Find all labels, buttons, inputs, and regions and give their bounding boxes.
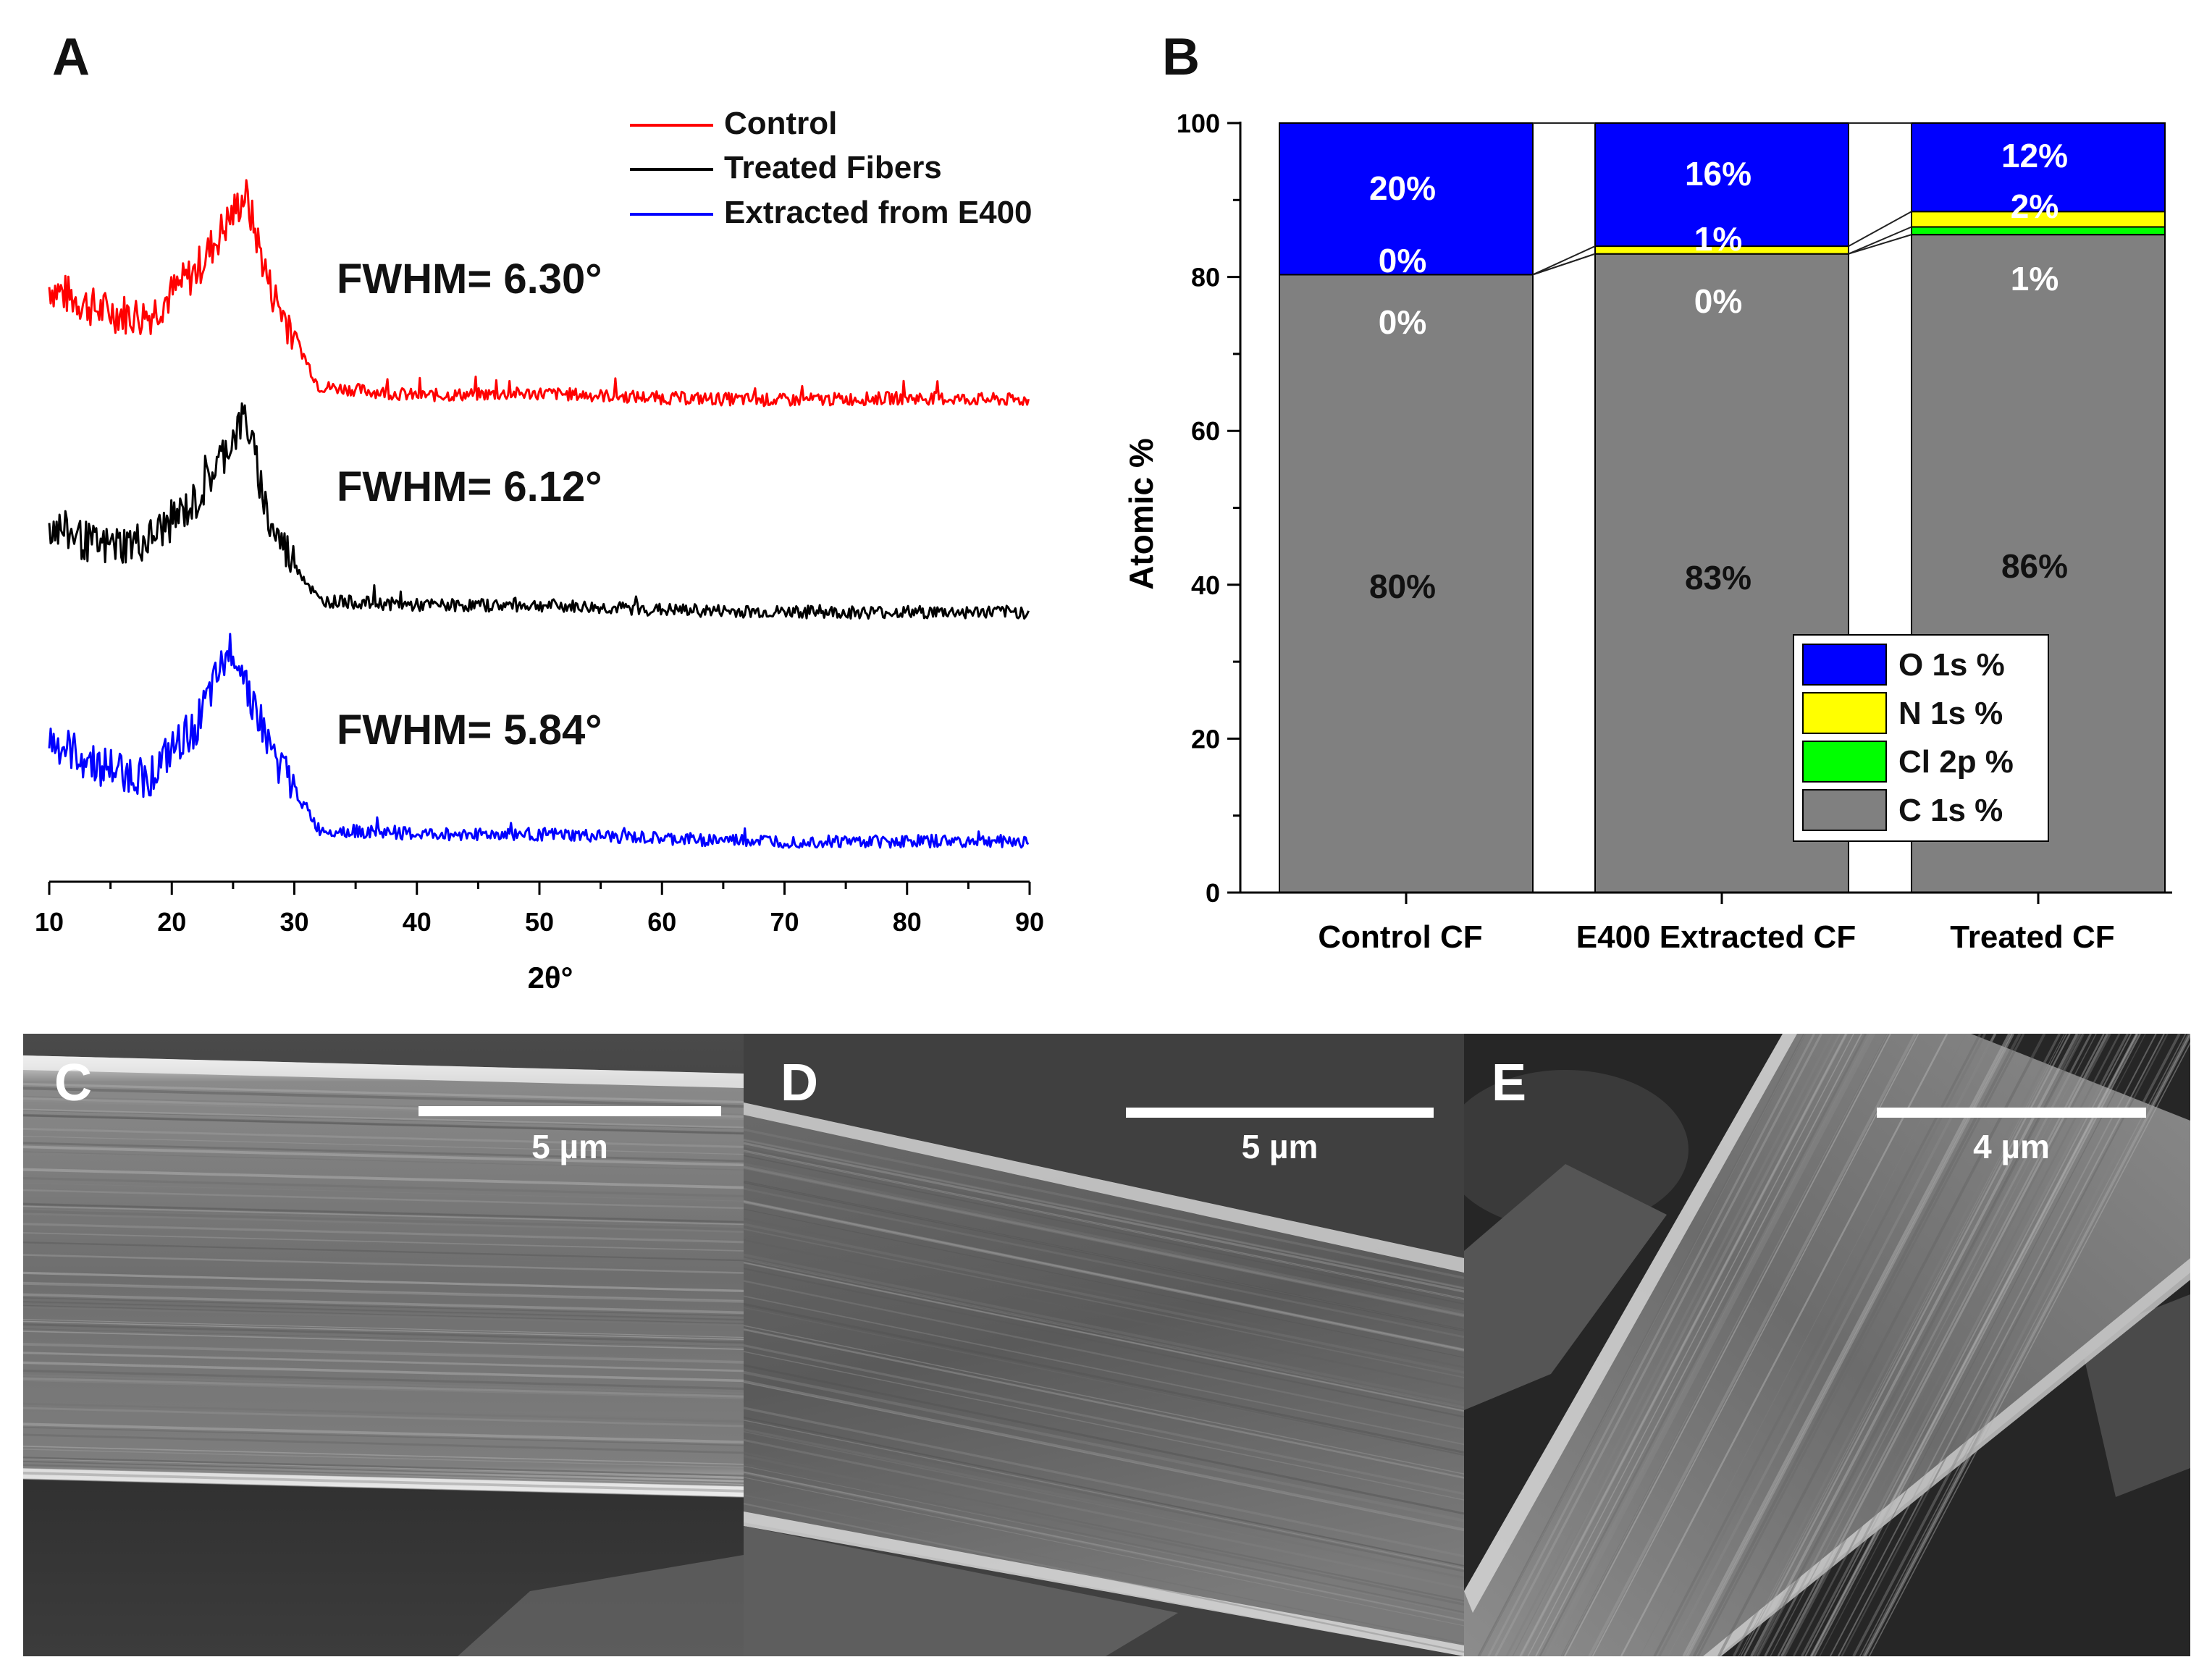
scale-label-c: 5 µm: [531, 1128, 608, 1165]
chart-b-y-axis-label: Atomic %: [1122, 438, 1160, 590]
chart-a-fwhm-annotation: FWHM= 6.30°: [337, 256, 602, 303]
chart-a-fwhm-annotation: FWHM= 5.84°: [337, 707, 602, 754]
panel-b-letter: B: [1162, 28, 1200, 86]
sem-image-e: [1464, 1034, 2190, 1656]
chart-b-data-label: 80%: [1369, 568, 1436, 605]
chart-b-y-tick-label: 0: [1206, 878, 1220, 908]
chart-a-legend-label: Control: [724, 106, 837, 141]
chart-b-data-label: 2%: [2011, 187, 2058, 225]
chart-a-x-tick-label: 10: [35, 907, 64, 937]
chart-a-x-tick-label: 80: [893, 907, 922, 937]
chart-b-data-label: 1%: [2011, 260, 2058, 298]
chart-b-data-label: 0%: [1694, 282, 1742, 320]
chart-a-x-tick-label: 30: [279, 907, 308, 937]
panel-c-letter: C: [54, 1054, 92, 1112]
panel-d-letter: D: [781, 1054, 818, 1112]
chart-b-y-tick-label: 40: [1191, 570, 1220, 600]
chart-b-bar-segment: [1279, 274, 1534, 893]
chart-b-bar-segment: [1911, 122, 2166, 213]
chart-a-x-tick-label: 50: [525, 907, 554, 937]
chart-b-legend-label: Cl 2p %: [1898, 744, 2014, 780]
chart-b-legend-swatch: [1802, 789, 1887, 831]
chart-b-data-label: 16%: [1685, 155, 1751, 193]
chart-b-x-tick-label: Control CF: [1318, 919, 1482, 955]
chart-b-data-label: 0%: [1379, 303, 1426, 341]
chart-b-connector-line: [1848, 226, 1912, 255]
chart-a-x-tick-label: 90: [1015, 907, 1044, 937]
chart-b-y-tick-label: 80: [1191, 263, 1220, 292]
chart-b-data-label: 0%: [1379, 242, 1426, 279]
chart-a-series-line: [48, 179, 1030, 408]
chart-b-bar-segment: [1911, 226, 2166, 236]
chart-b-legend-swatch: [1802, 741, 1887, 783]
chart-b-legend-label: O 1s %: [1898, 647, 2005, 683]
scale-label-d: 5 µm: [1241, 1128, 1319, 1165]
chart-a-x-axis-label: 2θ°: [528, 961, 573, 995]
chart-b-x-tick-label: Treated CF: [1950, 919, 2114, 955]
scale-bar-d: [1126, 1108, 1434, 1118]
chart-b-y-tick-label: 20: [1191, 724, 1220, 754]
chart-b-data-label: 20%: [1369, 169, 1436, 207]
scale-bar-e: [1877, 1108, 2146, 1118]
chart-a-legend-label: Treated Fibers: [724, 150, 942, 185]
chart-b-connector-line: [1532, 253, 1596, 276]
chart-a-x-tick-label: 20: [157, 907, 186, 937]
chart-a-legend-label: Extracted from E400: [724, 195, 1033, 230]
chart-a-fwhm-annotation: FWHM= 6.12°: [337, 463, 602, 510]
xrd-chart: 10 20 30 40 50 60 70 80 90 Control Treated Fibers…: [35, 106, 1044, 995]
chart-b-connector-line: [1848, 211, 1912, 247]
chart-b-bar-segment: [1594, 122, 1849, 248]
chart-a-x-tick-label: 70: [770, 907, 799, 937]
chart-b-y-tick-label: 100: [1177, 109, 1220, 138]
chart-b-bar-segment: [1279, 122, 1534, 276]
chart-a-series-line: [48, 402, 1030, 620]
chart-b-x-tick-label: E400 Extracted CF: [1576, 919, 1856, 955]
panel-a-letter: A: [52, 28, 90, 86]
chart-b-connector-line: [1532, 245, 1596, 276]
chart-b-legend-swatch: [1802, 692, 1887, 734]
chart-b-data-label: 12%: [2001, 137, 2068, 174]
chart-a-x-tick-label: 40: [403, 907, 432, 937]
xps-chart: 0 20 40 60 80 100 Control CF E400 Extracted CF T…: [1122, 109, 2172, 955]
chart-a-series-line: [48, 633, 1030, 849]
scale-label-e: 4 µm: [1973, 1128, 2050, 1165]
chart-a-x-tick-label: 60: [647, 907, 676, 937]
scale-bar-c: [419, 1106, 721, 1116]
chart-b-data-label: 1%: [1694, 220, 1742, 258]
sem-image-d: [744, 1034, 1464, 1656]
chart-b-legend-label: C 1s %: [1898, 793, 2003, 828]
chart-b-connector-line: [1848, 234, 1912, 255]
chart-b-data-label: 86%: [2001, 547, 2068, 585]
chart-b-legend-label: N 1s %: [1898, 696, 2003, 731]
sem-image-c: [23, 1034, 744, 1656]
chart-b-legend-swatch: [1802, 644, 1887, 686]
chart-b-y-tick-label: 60: [1191, 416, 1220, 446]
chart-b-data-label: 83%: [1685, 559, 1751, 596]
panel-e-letter: E: [1492, 1054, 1527, 1112]
